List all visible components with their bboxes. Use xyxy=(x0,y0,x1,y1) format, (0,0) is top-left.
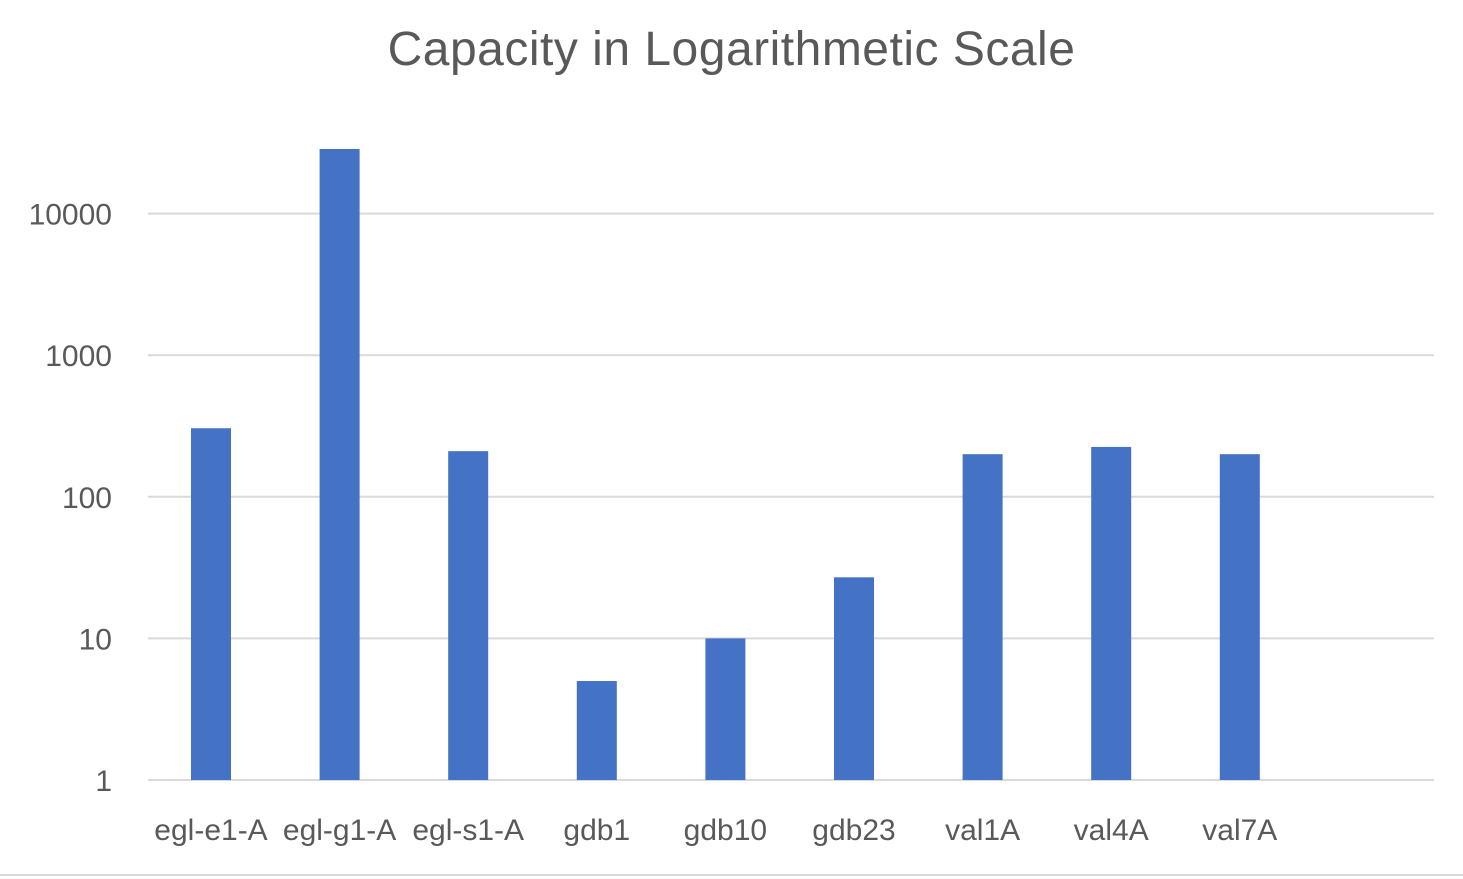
bar-val7A xyxy=(1219,454,1260,780)
bar-gdb23 xyxy=(834,577,874,780)
y-tick-label: 1 xyxy=(95,765,112,798)
bar-val4A xyxy=(1091,446,1132,780)
x-axis-tick-labels: egl-e1-A egl-g1-A egl-s1-A gdb1 gdb10 gdb23 va… xyxy=(154,814,1277,847)
x-tick-label: egl-g1-A xyxy=(283,814,396,847)
gridlines xyxy=(148,212,1434,781)
chart-bottom-border xyxy=(0,874,1463,876)
x-tick-label: val4A xyxy=(1074,814,1149,847)
x-tick-label: gdb1 xyxy=(563,814,630,847)
x-tick-label: val7A xyxy=(1202,814,1277,847)
x-tick-label: gdb10 xyxy=(684,814,767,847)
chart-title: Capacity in Logarithmetic Scale xyxy=(387,23,1076,76)
x-tick-label: val1A xyxy=(945,814,1020,847)
y-tick-label: 1000 xyxy=(45,340,112,373)
bar-egl-s1-A xyxy=(448,451,489,780)
bar-gdb1 xyxy=(576,681,617,780)
bar-val1A xyxy=(962,454,1003,780)
bars xyxy=(191,148,1260,780)
y-tick-label: 10000 xyxy=(29,199,112,232)
y-tick-label: 100 xyxy=(62,482,112,515)
x-tick-label: egl-s1-A xyxy=(412,814,524,847)
y-axis-tick-labels: 1 10 100 1000 10000 xyxy=(29,199,112,798)
x-tick-label: egl-e1-A xyxy=(154,814,267,847)
y-tick-label: 10 xyxy=(79,623,112,656)
bar-egl-g1-A xyxy=(319,148,360,780)
bar-gdb10 xyxy=(705,638,746,780)
x-tick-label: gdb23 xyxy=(812,814,895,847)
bar-egl-e1-A xyxy=(191,428,231,780)
